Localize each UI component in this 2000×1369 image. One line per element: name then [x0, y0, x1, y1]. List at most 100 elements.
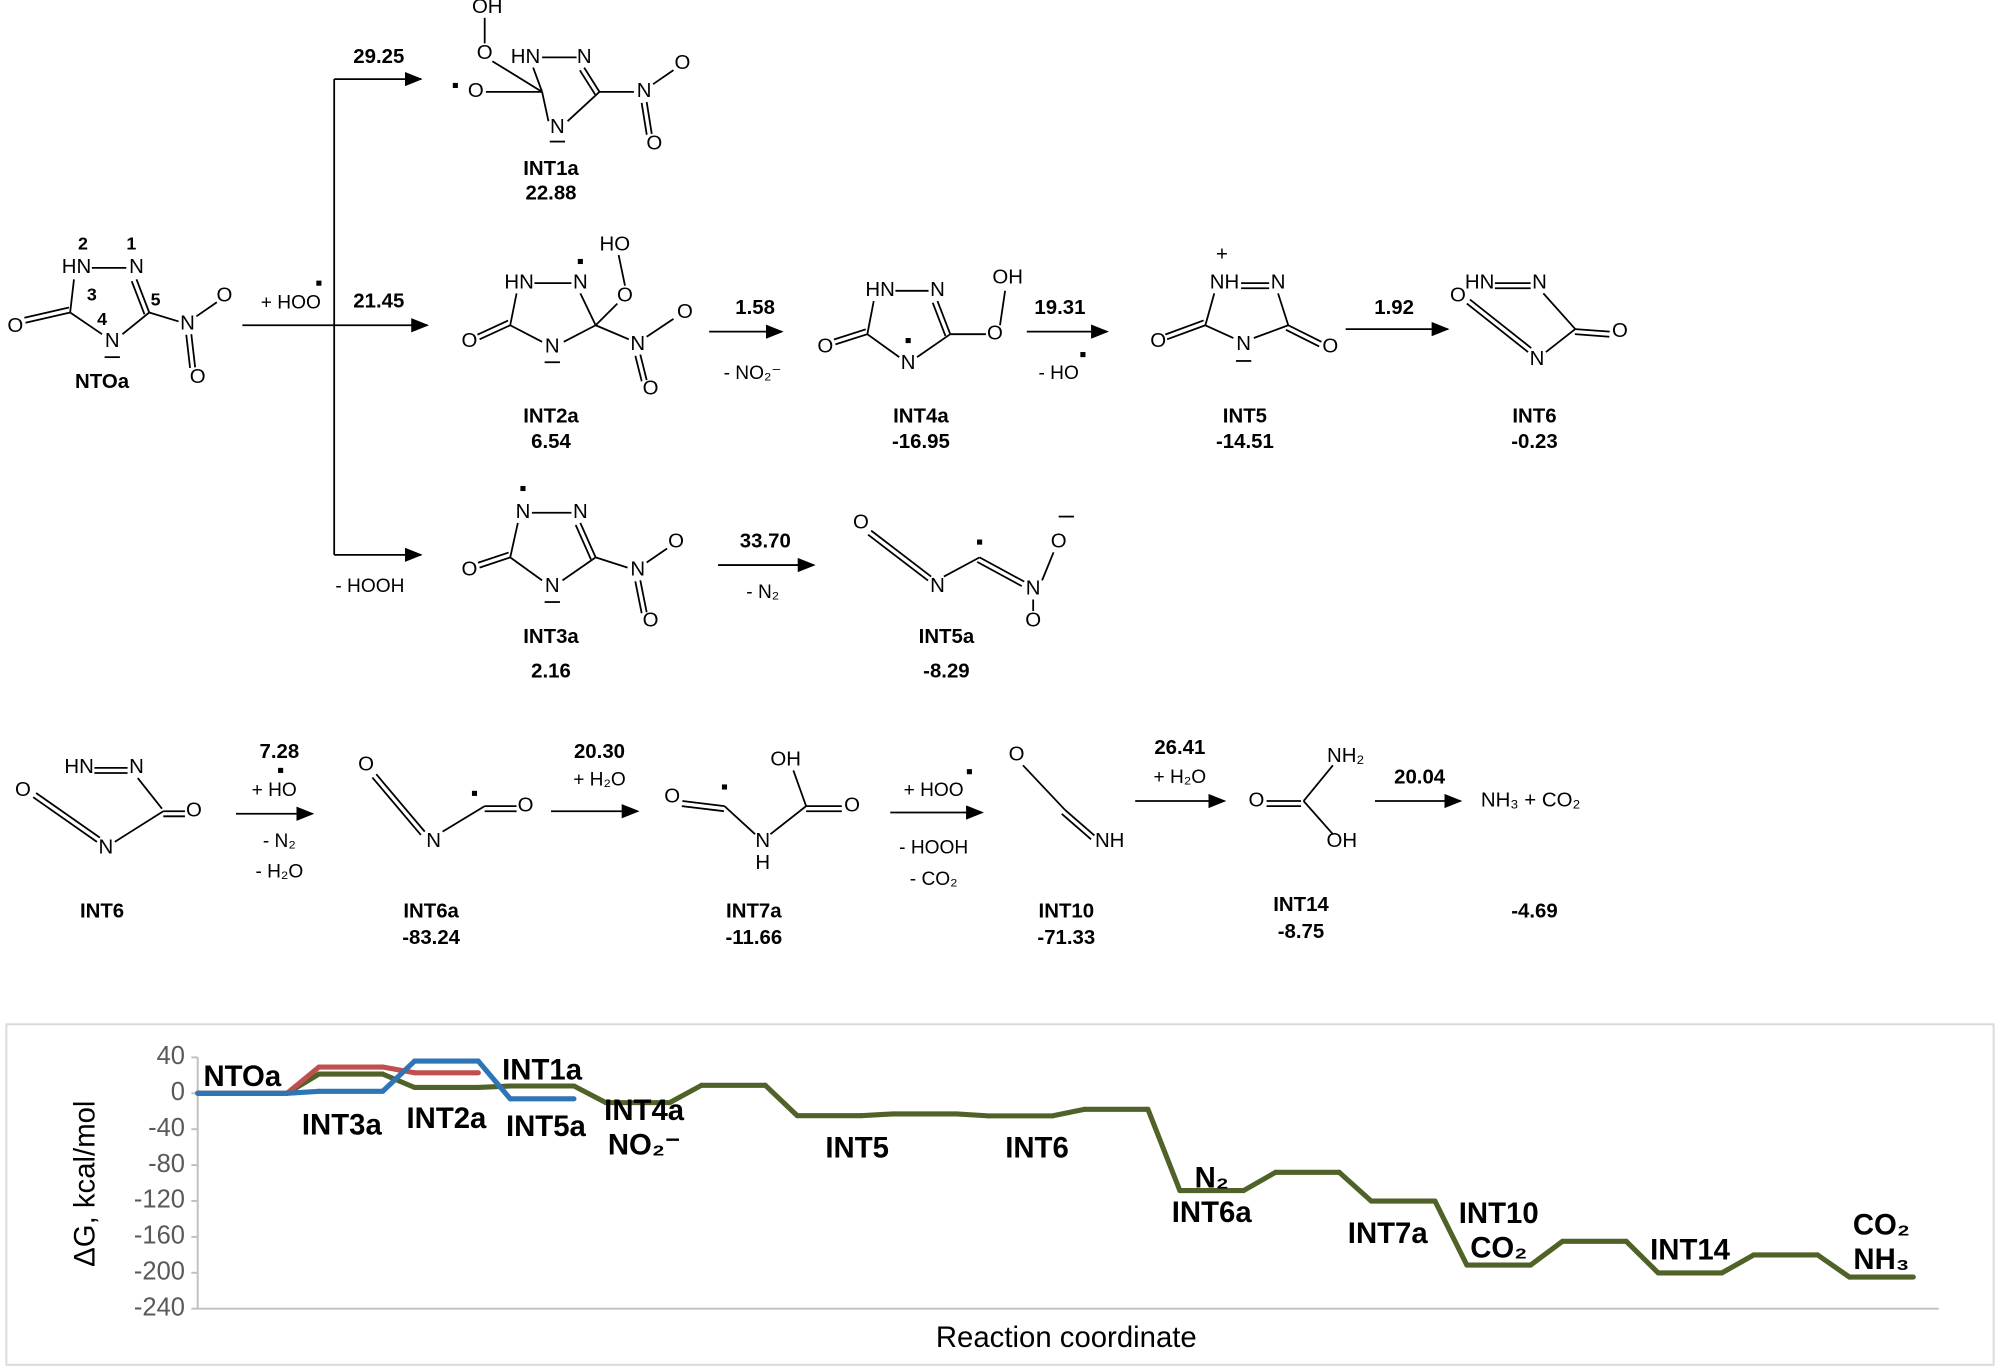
bond: [595, 324, 630, 341]
radical-dot: [471, 790, 478, 796]
atom-label: N: [930, 575, 945, 597]
atom-label: N: [550, 116, 565, 138]
bond: [931, 302, 947, 337]
atom-label: O: [617, 284, 633, 306]
barrier: 33.70: [740, 530, 791, 552]
atom-label: O: [477, 42, 493, 64]
atom-label: N: [573, 501, 588, 523]
connector: [1623, 1238, 1661, 1276]
atom-label: N: [1026, 578, 1041, 600]
radical-dot: [721, 784, 728, 790]
atom-label: N: [630, 333, 645, 355]
radical-dot: [278, 767, 284, 773]
atom-label: O: [844, 795, 860, 817]
atom-label: O: [1009, 743, 1025, 765]
species-name: INT6a: [403, 900, 459, 922]
bond: [137, 777, 163, 810]
atom-label: O: [7, 315, 23, 337]
bond: [1469, 298, 1532, 349]
species-energy: -71.33: [1037, 927, 1095, 949]
bond: [135, 279, 151, 313]
atom-label: HO: [599, 233, 630, 255]
atom-label: N: [545, 335, 560, 357]
bond: [640, 102, 648, 135]
radical-dot: [452, 82, 458, 89]
chart-frame: [5, 1023, 1995, 1366]
y-tick-label: 40: [157, 1042, 185, 1070]
condition: - HO: [1038, 363, 1078, 384]
species-name: INT5a: [919, 626, 975, 648]
barrier: 7.28: [259, 741, 299, 763]
state-label: NTOa: [203, 1059, 282, 1093]
connector: [954, 1111, 992, 1119]
state-label: INT2a: [406, 1100, 487, 1134]
condition: + HO: [252, 780, 297, 801]
bond: [566, 91, 601, 122]
condition: - NO₂⁻: [724, 363, 782, 384]
bond: [190, 334, 197, 368]
bond: [1166, 324, 1206, 341]
bond: [646, 318, 674, 338]
atom-label: N: [105, 330, 120, 352]
y-tick-label: -200: [134, 1258, 185, 1286]
state-label: INT7a: [1347, 1215, 1428, 1249]
atom-label: O: [518, 795, 534, 817]
species-energy: 6.54: [531, 431, 571, 453]
radical-dot: [966, 769, 972, 775]
atom-label: 1: [126, 234, 136, 254]
bond: [1204, 324, 1234, 339]
barrier: 29.25: [353, 46, 404, 68]
bond: [769, 805, 807, 835]
atom-label: N: [180, 312, 195, 334]
atom-label: O: [987, 323, 1003, 345]
atom-label: O: [1612, 320, 1628, 342]
condition: - HOOH: [899, 837, 968, 858]
atom-label: O: [1025, 610, 1041, 632]
state-label: INT14: [1650, 1232, 1730, 1266]
connector: [1432, 1198, 1470, 1268]
atom-label: N: [516, 501, 531, 523]
radical-dot: [977, 539, 983, 545]
bond: [509, 324, 543, 343]
species-name: INT10: [1039, 900, 1095, 922]
atom-label: HN: [865, 279, 894, 301]
atom-label: N: [545, 575, 560, 597]
bond: [916, 333, 951, 358]
bond: [1287, 324, 1322, 343]
atom-label: N: [755, 830, 770, 852]
connector: [1241, 1169, 1279, 1194]
y-tick-label: -40: [148, 1114, 185, 1142]
atom-label: OH: [770, 749, 801, 771]
connector: [380, 1058, 418, 1094]
bond: [579, 522, 597, 558]
y-axis-title: ΔG, kcal/mol: [68, 1101, 101, 1267]
bond: [723, 805, 756, 835]
bond: [979, 556, 1025, 583]
connector: [1049, 1106, 1087, 1119]
atom-label: N: [573, 272, 588, 294]
bond: [1061, 813, 1092, 840]
atom-label: O: [468, 80, 484, 102]
atom-label: HN: [504, 272, 533, 294]
species-name: INT14: [1273, 894, 1329, 916]
bond: [114, 810, 164, 843]
state-label: INT4a NO₂⁻: [604, 1093, 685, 1162]
state-label: INT5: [825, 1130, 889, 1164]
bond: [1022, 764, 1066, 811]
connector: [284, 1064, 322, 1096]
connector: [475, 1083, 513, 1090]
atom-label: O: [186, 800, 202, 822]
atom-label: O: [190, 366, 206, 388]
bond: [579, 69, 596, 96]
bond: [936, 300, 952, 335]
species-name: INT3a: [523, 626, 579, 648]
condition: - H₂O: [255, 861, 303, 882]
radical-dot: [520, 485, 526, 492]
radical-dot: [905, 338, 911, 344]
state-label: INT10 CO₂: [1458, 1196, 1539, 1264]
bond: [477, 551, 509, 564]
condition: - CO₂: [910, 869, 958, 890]
barrier: 21.45: [353, 291, 404, 313]
state-label: N₂ INT6a: [1171, 1161, 1252, 1229]
